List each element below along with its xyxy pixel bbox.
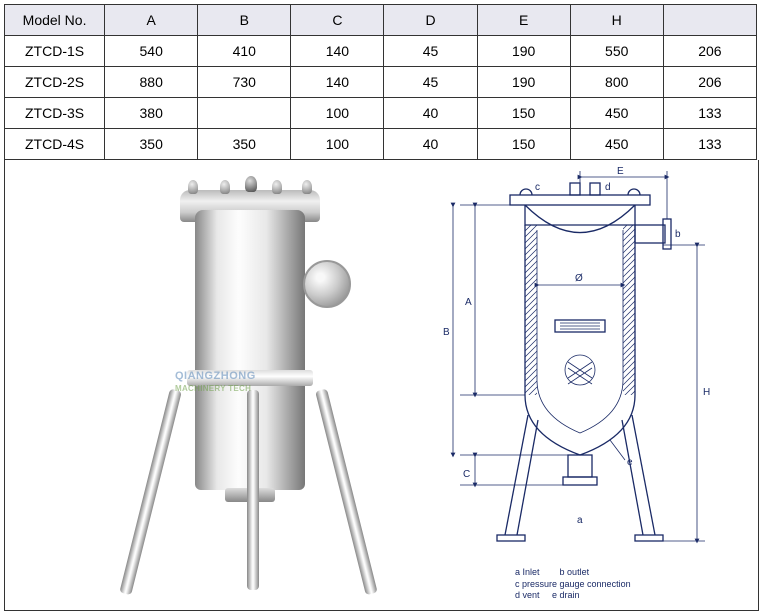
table-row: ZTCD-4S 350 350 100 40 150 450 133: [5, 129, 757, 160]
watermark-line2: MACHINERY TECH: [175, 384, 251, 393]
svg-text:Ø: Ø: [575, 273, 583, 284]
cell: 133: [663, 129, 756, 160]
cell: 350: [198, 129, 291, 160]
cell: 206: [663, 67, 756, 98]
svg-text:d: d: [605, 182, 611, 193]
cell-model: ZTCD-4S: [5, 129, 105, 160]
svg-text:b: b: [675, 229, 681, 240]
cell: 450: [570, 129, 663, 160]
col-header-c: C: [291, 5, 384, 36]
svg-text:C: C: [463, 469, 470, 480]
cell: 40: [384, 98, 477, 129]
tripod-leg: [315, 389, 377, 596]
cell: 133: [663, 98, 756, 129]
spec-table: Model No. A B C D E H ZTCD-1S 540 410 14…: [4, 4, 757, 160]
col-header-blank: [663, 5, 756, 36]
cell: 800: [570, 67, 663, 98]
cell-model: ZTCD-1S: [5, 36, 105, 67]
cell: 100: [291, 98, 384, 129]
svg-text:E: E: [617, 166, 624, 177]
side-inlet-flange: [303, 260, 351, 308]
table-row: ZTCD-1S 540 410 140 45 190 550 206: [5, 36, 757, 67]
cell: 730: [198, 67, 291, 98]
table-header-row: Model No. A B C D E H: [5, 5, 757, 36]
table-row: ZTCD-2S 880 730 140 45 190 800 206: [5, 67, 757, 98]
cell: 410: [198, 36, 291, 67]
tripod-leg: [247, 390, 259, 590]
legend-b: b outlet: [560, 567, 590, 577]
col-header-e: E: [477, 5, 570, 36]
watermark-line1: QIANGZHONG: [175, 370, 256, 382]
col-header-a: A: [105, 5, 198, 36]
svg-text:A: A: [465, 297, 472, 308]
table-row: ZTCD-3S 380 100 40 150 450 133: [5, 98, 757, 129]
cell: 100: [291, 129, 384, 160]
diagram-legend: a Inlet b outlet c pressure gauge connec…: [515, 567, 735, 602]
svg-text:B: B: [443, 327, 450, 338]
image-area: QIANGZHONG MACHINERY TECH c d: [4, 160, 759, 611]
legend-d: d vent: [515, 590, 540, 600]
svg-text:a: a: [577, 515, 583, 526]
cell-model: ZTCD-3S: [5, 98, 105, 129]
cell: 190: [477, 67, 570, 98]
svg-text:c: c: [535, 182, 540, 193]
legend-a: a Inlet: [515, 567, 540, 577]
col-header-d: D: [384, 5, 477, 36]
watermark: QIANGZHONG MACHINERY TECH: [175, 370, 375, 394]
cell: 206: [663, 36, 756, 67]
col-header-b: B: [198, 5, 291, 36]
cell: 45: [384, 36, 477, 67]
legend-c: c pressure gauge connection: [515, 579, 735, 591]
cell: 45: [384, 67, 477, 98]
cell: 140: [291, 36, 384, 67]
product-photo: QIANGZHONG MACHINERY TECH: [125, 170, 385, 600]
legend-e: e drain: [552, 590, 580, 600]
cell: 40: [384, 129, 477, 160]
cell: 550: [570, 36, 663, 67]
tripod-leg: [119, 389, 181, 596]
cell: 140: [291, 67, 384, 98]
col-header-h: H: [570, 5, 663, 36]
cell: 880: [105, 67, 198, 98]
cell: 190: [477, 36, 570, 67]
svg-text:H: H: [703, 387, 710, 398]
cell: 150: [477, 98, 570, 129]
technical-diagram: c d b: [405, 165, 735, 605]
cell: 380: [105, 98, 198, 129]
cell-model: ZTCD-2S: [5, 67, 105, 98]
cell: 540: [105, 36, 198, 67]
cell: 150: [477, 129, 570, 160]
col-header-model: Model No.: [5, 5, 105, 36]
cell: 350: [105, 129, 198, 160]
cell: 450: [570, 98, 663, 129]
cell: [198, 98, 291, 129]
